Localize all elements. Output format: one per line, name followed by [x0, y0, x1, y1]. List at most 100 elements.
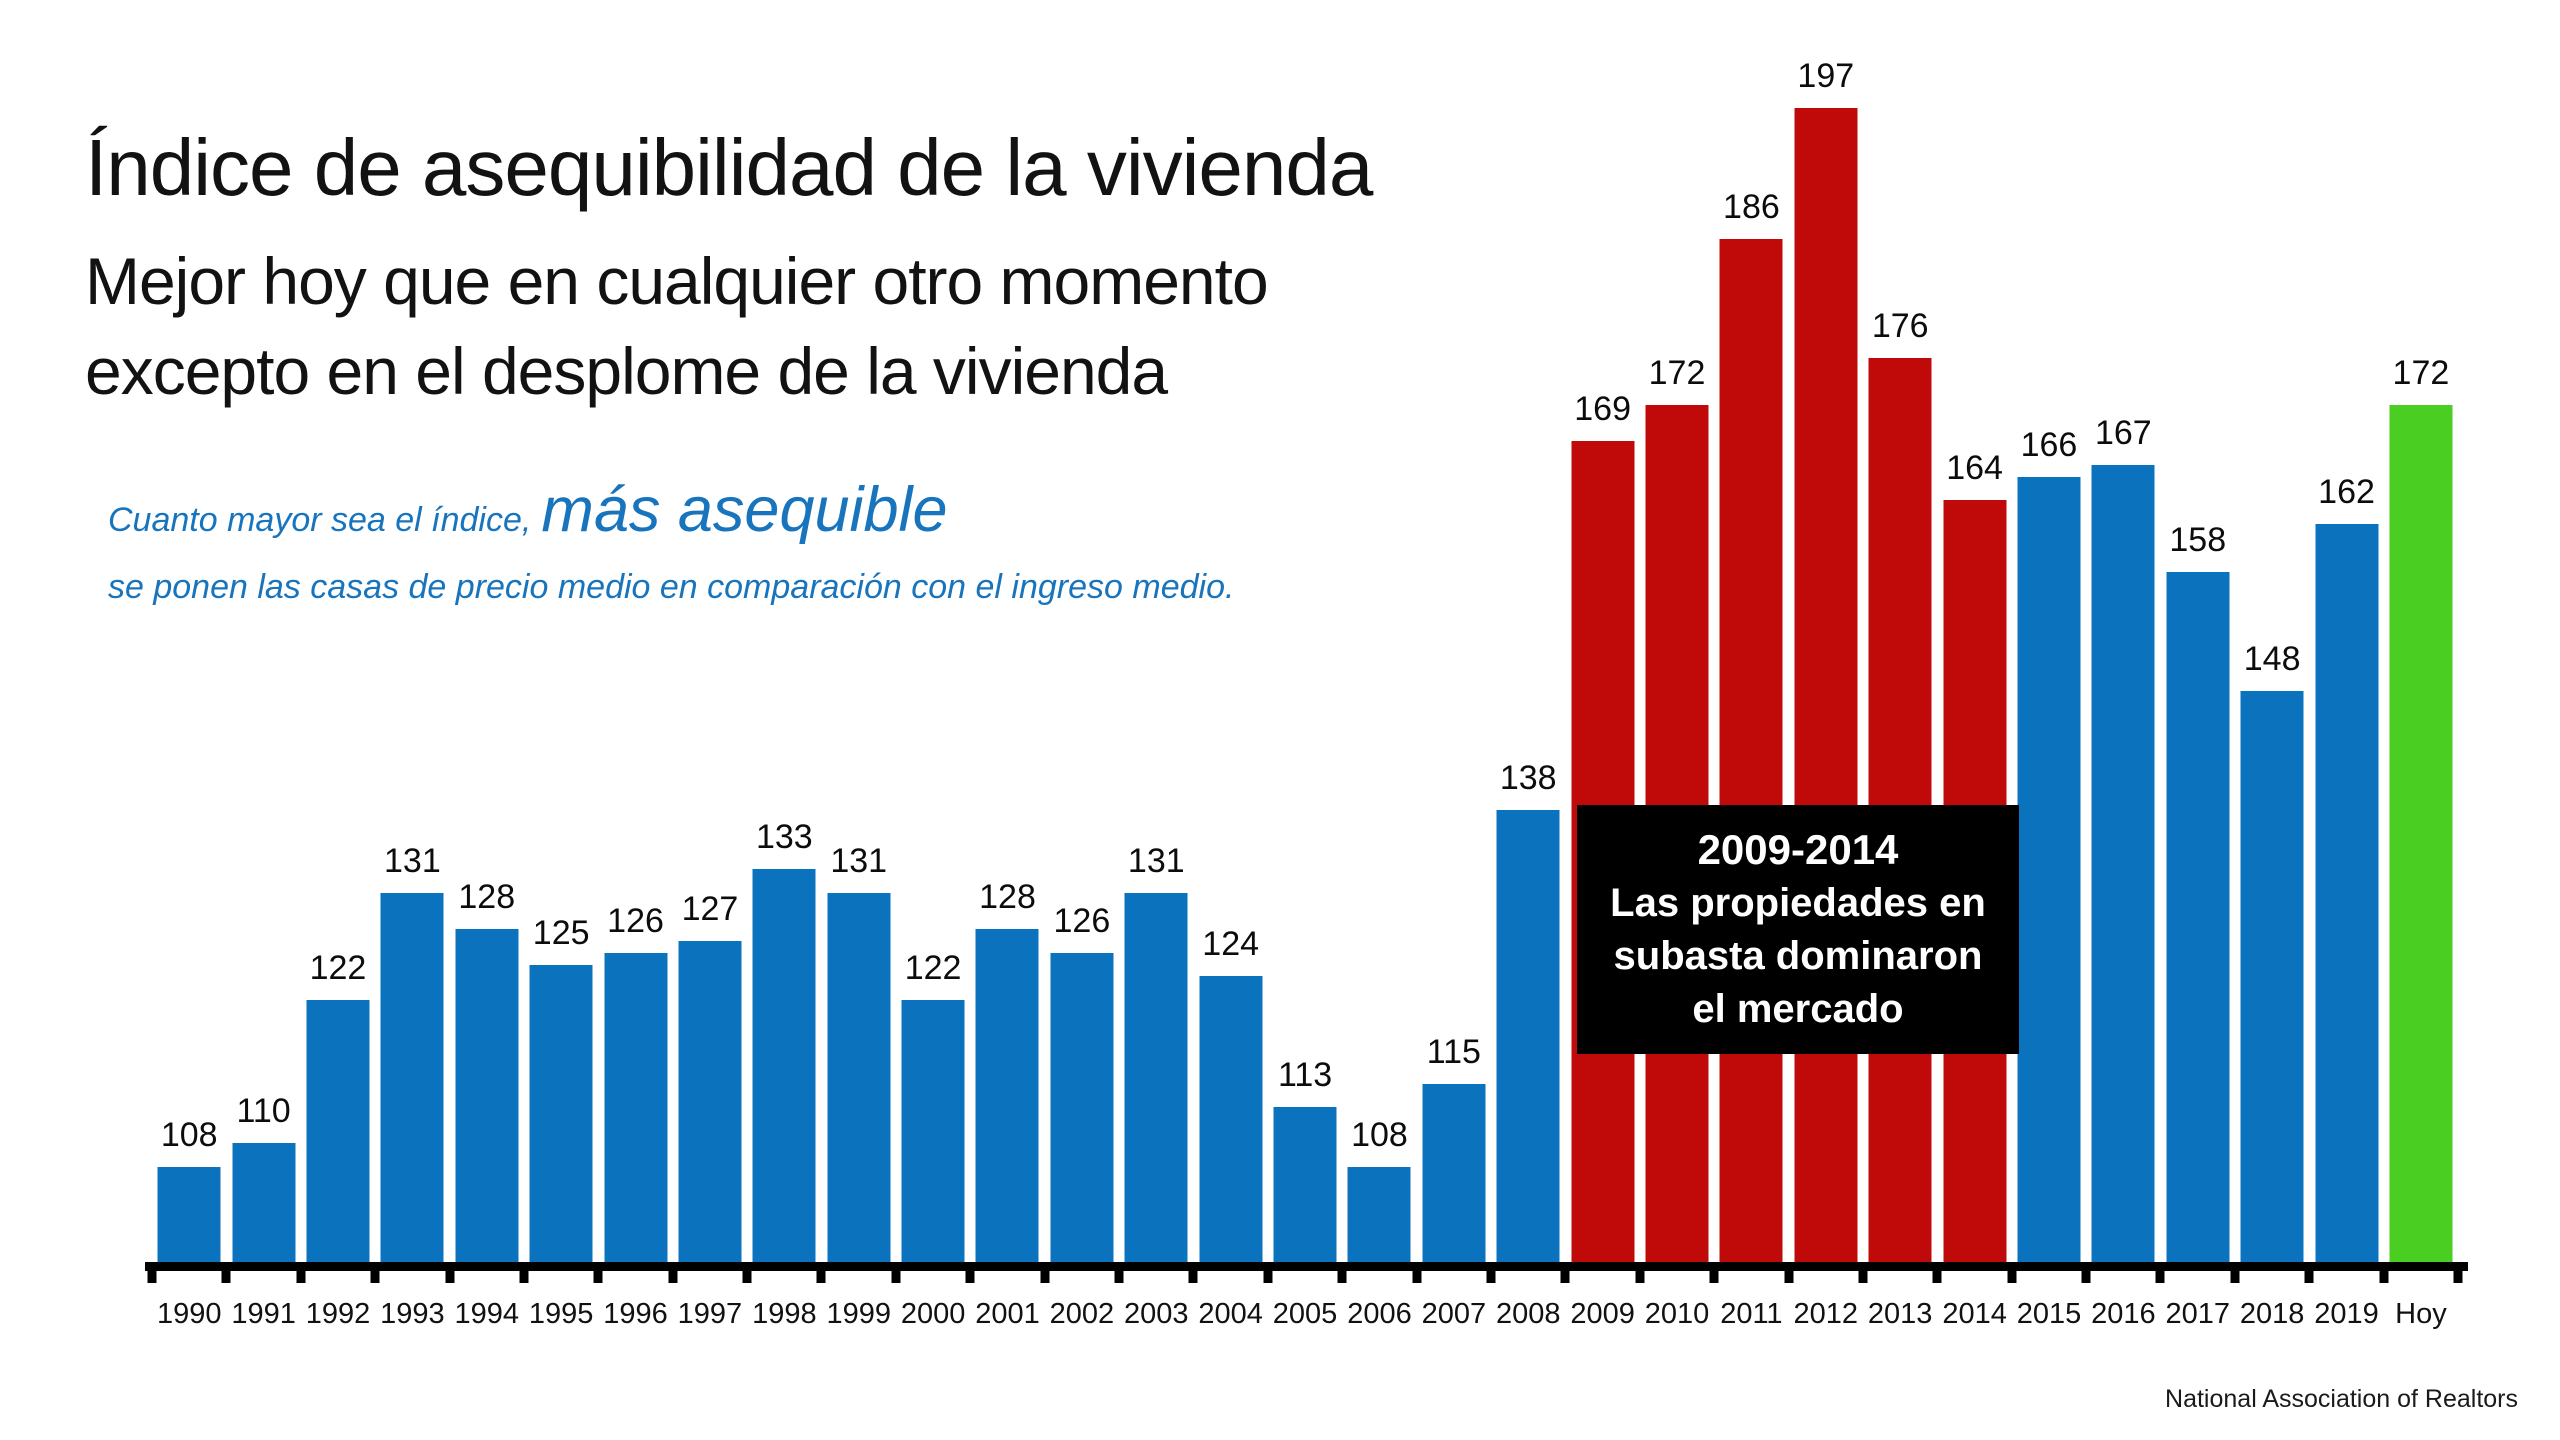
x-axis-tick [370, 1271, 380, 1283]
value-label-2018: 148 [2243, 639, 2301, 678]
bar-Hoy [2389, 405, 2453, 1262]
callout-title: 2009-2014 [1697, 826, 1899, 873]
bar-2001 [975, 928, 1039, 1262]
bar-1996 [604, 952, 668, 1262]
value-label-1996: 126 [607, 901, 664, 940]
x-tick-label-2013: 2013 [1867, 1298, 1933, 1330]
value-label-2003: 131 [1127, 842, 1185, 881]
bar-cell-2013: 176 2013 [1863, 72, 1937, 1330]
x-axis-line [145, 1262, 2468, 1271]
bar-cell-2003: 131 2003 [1119, 72, 1193, 1330]
x-axis-tick [147, 1271, 157, 1283]
value-label-1994: 128 [458, 877, 516, 916]
x-tick-label-1994: 1994 [454, 1298, 520, 1330]
x-axis-tick [1188, 1271, 1198, 1283]
x-axis-tick [1784, 1271, 1794, 1283]
source-attribution: National Association of Realtors [2165, 1385, 2518, 1413]
x-tick-label-2011: 2011 [1720, 1298, 1783, 1330]
x-tick-label-2001: 2001 [975, 1298, 1040, 1330]
value-label-2015: 166 [2020, 425, 2078, 464]
x-tick-label-2018: 2018 [2239, 1298, 2305, 1330]
bar-cell-1999: 131 1999 [822, 72, 896, 1330]
x-axis-tick [1560, 1271, 1570, 1283]
x-axis-tick [2304, 1271, 2314, 1283]
bar-cell-2011: 186 2011 [1714, 72, 1788, 1330]
bar-1997 [678, 940, 742, 1262]
page-subtitle: Mejor hoy que en cualquier otro momento … [85, 236, 1372, 416]
value-label-2012: 197 [1797, 56, 1855, 95]
bar-2016 [2091, 464, 2155, 1262]
bar-1990 [157, 1166, 221, 1262]
x-axis-tick [221, 1271, 231, 1283]
x-axis-tick [2007, 1271, 2017, 1283]
value-label-2004: 124 [1202, 925, 1260, 964]
bar-cell-1997: 127 1997 [673, 72, 747, 1330]
value-label-1998: 133 [755, 818, 813, 857]
x-axis-tick [1486, 1271, 1496, 1283]
x-tick-label-1993: 1993 [380, 1298, 445, 1330]
x-axis-tick [2081, 1271, 2091, 1283]
x-tick-label-2003: 2003 [1124, 1298, 1189, 1330]
x-axis-tick [1635, 1271, 1645, 1283]
value-label-2016: 167 [2094, 413, 2152, 452]
value-label-2005: 113 [1277, 1056, 1333, 1095]
x-axis-tick [816, 1271, 826, 1283]
value-label-2002: 126 [1053, 901, 1111, 940]
bar-cell-2017: 158 2017 [2161, 72, 2235, 1330]
bar-2008 [1496, 809, 1560, 1262]
bar-2019 [2315, 524, 2379, 1262]
subtitle-line-1: Mejor hoy que en cualquier otro momento [85, 244, 1269, 318]
value-label-2009: 169 [1574, 389, 1631, 428]
x-axis-tick [2379, 1271, 2389, 1283]
bar-cell-1993: 131 1993 [375, 72, 449, 1330]
x-axis-tick [1040, 1271, 1050, 1283]
bar-cell-Hoy: 172 Hoy [2384, 72, 2458, 1330]
x-tick-label-2004: 2004 [1198, 1298, 1263, 1330]
bar-cell-2008: 138 2008 [1491, 72, 1565, 1330]
note-line-2: se ponen las casas de precio medio en co… [108, 568, 1235, 606]
bar-cell-2009: 169 2009 [1565, 72, 1639, 1330]
bar-cell-1998: 133 1998 [747, 72, 821, 1330]
bar-cell-1996: 126 1996 [598, 72, 672, 1330]
x-axis-tick [2230, 1271, 2240, 1283]
x-axis-tick [965, 1271, 975, 1283]
bar-2012 [1794, 107, 1858, 1262]
x-axis-tick [296, 1271, 306, 1283]
value-label-2013: 176 [1871, 306, 1929, 345]
x-tick-label-2005: 2005 [1272, 1298, 1338, 1330]
bar-2017 [2166, 571, 2230, 1262]
bar-cell-2015: 166 2015 [2012, 72, 2086, 1330]
x-axis-tick [1709, 1271, 1719, 1283]
x-tick-label-1995: 1995 [528, 1298, 594, 1330]
bar-2018 [2240, 690, 2304, 1262]
x-axis-tick [1114, 1271, 1124, 1283]
bar-2007 [1422, 1083, 1486, 1262]
x-axis-tick [1337, 1271, 1347, 1283]
bar-cell-2001: 128 2001 [970, 72, 1044, 1330]
x-axis-tick [2453, 1271, 2463, 1283]
x-tick-label-2017: 2017 [2165, 1298, 2230, 1330]
bar-2011 [1719, 238, 1783, 1262]
value-label-2001: 128 [979, 877, 1036, 916]
x-axis-tick [1412, 1271, 1422, 1283]
bar-2006 [1347, 1166, 1411, 1262]
affordability-note: Cuanto mayor sea el índice, más asequibl… [108, 474, 1234, 607]
value-label-2008: 138 [1499, 758, 1557, 797]
subtitle-line-2: excepto en el desplome de la vivienda [85, 334, 1168, 408]
x-tick-label-2006: 2006 [1347, 1298, 1412, 1330]
value-label-1995: 125 [532, 913, 590, 952]
x-tick-label-1996: 1996 [603, 1298, 668, 1330]
x-tick-label-1997: 1997 [677, 1298, 743, 1330]
x-axis-tick [445, 1271, 455, 1283]
x-tick-label-2019: 2019 [2314, 1298, 2379, 1330]
x-tick-label-2015: 2015 [2016, 1298, 2082, 1330]
x-axis-tick [593, 1271, 603, 1283]
bar-cell-2014: 164 2014 [1937, 72, 2011, 1330]
x-axis-tick [2155, 1271, 2165, 1283]
bar-chart-plot-area: 108 1990 110 1991 122 1992 131 1993 128 1994 125 19… [152, 57, 2458, 1330]
bar-1991 [232, 1143, 296, 1262]
x-tick-label-2010: 2010 [1644, 1298, 1710, 1330]
x-tick-label-1992: 1992 [305, 1298, 371, 1330]
value-label-1992: 122 [309, 949, 367, 988]
x-tick-label-2002: 2002 [1049, 1298, 1115, 1330]
